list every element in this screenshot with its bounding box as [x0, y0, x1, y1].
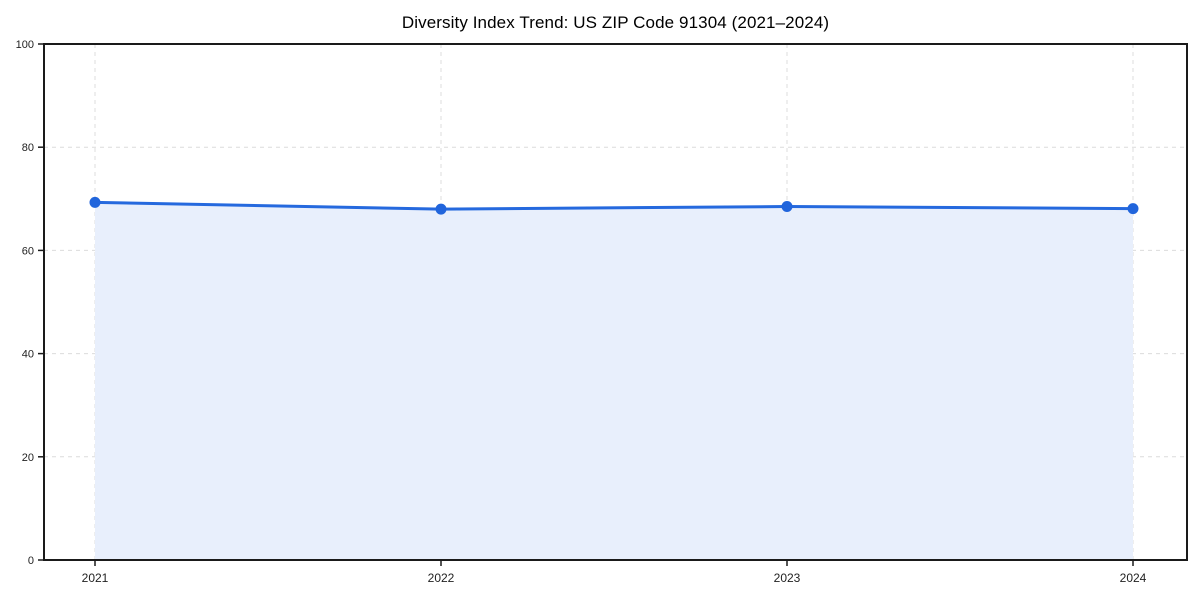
y-tick-label: 0: [28, 555, 34, 567]
y-tick-label: 80: [22, 142, 34, 154]
data-point-2024: [1127, 203, 1139, 215]
data-point-2022: [435, 203, 447, 215]
x-tick-label: 2022: [428, 571, 455, 585]
x-tick-label: 2021: [82, 571, 109, 585]
trend-line: [93, 200, 1135, 211]
plot-border: [43, 43, 1188, 561]
chart-title: Diversity Index Trend: US ZIP Code 91304…: [401, 13, 830, 32]
y-tick-label: 20: [22, 452, 34, 464]
y-tick-label: 40: [22, 349, 34, 361]
y-tick-label: 60: [22, 245, 34, 257]
y-tick-label: 100: [16, 39, 34, 51]
x-tick-label: 2024: [1120, 571, 1147, 585]
area-fill: [95, 202, 1133, 561]
data-point-2021: [89, 196, 101, 208]
data-point-2023: [781, 201, 793, 213]
x-tick-label: 2023: [774, 571, 801, 585]
